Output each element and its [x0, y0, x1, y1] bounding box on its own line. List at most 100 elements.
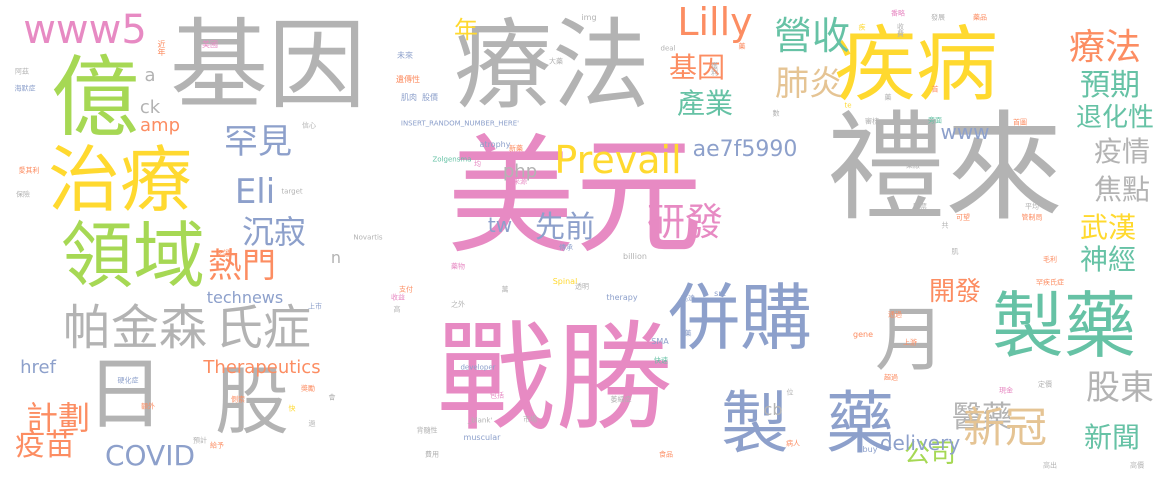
word-112: 藥物 — [451, 262, 465, 271]
word-129: 高達 — [681, 294, 695, 303]
word-48: technews — [206, 288, 284, 307]
word-117: 市場 — [523, 415, 537, 424]
word-6: 億 — [50, 46, 140, 149]
word-100: 股票 — [913, 202, 927, 211]
word-119: 病人 — [786, 439, 800, 448]
word-50: delivery — [879, 431, 961, 455]
word-54: tw — [487, 213, 513, 237]
word-97: 來源 — [513, 177, 527, 186]
word-45: 疫苗 — [15, 428, 75, 463]
word-3: 基因 — [169, 9, 367, 123]
word-139: 首 — [931, 85, 939, 94]
word-59: a — [144, 65, 156, 86]
word-151: 萬 — [501, 285, 509, 294]
word-134: 現金 — [999, 386, 1013, 395]
word-10: 股 — [215, 359, 289, 445]
word-76: SMA — [651, 337, 669, 346]
word-137: 透明 — [575, 282, 589, 291]
word-121: 費用 — [425, 450, 439, 459]
word-104: 藥廠 — [906, 161, 920, 170]
word-78: gene — [853, 330, 873, 339]
word-40: 醫藥 — [952, 400, 1012, 435]
word-15: 月 — [875, 299, 945, 381]
word-56: n — [330, 248, 342, 267]
word-122: 獎勵 — [301, 384, 315, 393]
word-16: 帕金森 — [62, 300, 208, 356]
word-35: 焦點 — [1093, 173, 1151, 206]
word-14: 藥 — [825, 385, 895, 464]
word-1: 禮來 — [826, 99, 1064, 237]
word-7: 治療 — [47, 138, 193, 222]
word-29: 肺炎 — [775, 64, 843, 104]
word-108: 罕疾氏症 — [1036, 278, 1064, 287]
word-123: 硬化症 — [117, 376, 139, 385]
word-11: 併購 — [667, 276, 813, 360]
word-64: 未來 — [397, 51, 413, 60]
word-107: 毛利 — [1043, 255, 1057, 264]
word-30: 基因 — [668, 51, 726, 84]
word-43: 公司 — [903, 439, 957, 469]
word-25: 熱門 — [208, 246, 276, 286]
word-9: 日 — [85, 350, 165, 440]
word-19: Lilly — [677, 0, 753, 44]
word-136: 額外 — [141, 402, 155, 411]
word-92: 阿茲 — [15, 67, 29, 76]
word-111: 超過 — [884, 373, 898, 382]
word-27: 研發 — [646, 200, 724, 244]
word-127: 萎縮症 — [610, 395, 632, 404]
word-81: _blank' — [467, 416, 493, 425]
word-87: 藥品 — [973, 13, 987, 22]
word-102: 首圖 — [1013, 118, 1027, 127]
word-68: INSERT_RANDOM_NUMBER_HERE' — [400, 119, 520, 128]
word-143: 共 — [941, 221, 949, 230]
word-5: 疾病 — [833, 18, 999, 113]
word-83: deal — [660, 44, 676, 53]
word-120: 食品 — [659, 450, 673, 459]
word-84: 收費 — [896, 23, 905, 37]
word-95: 平均 — [473, 153, 482, 167]
word-148: 會 — [328, 393, 336, 402]
word-105: 可望 — [956, 213, 970, 222]
word-115: 支付 — [399, 285, 413, 294]
word-146: 高 — [393, 305, 401, 314]
word-101: 審核 — [865, 117, 879, 126]
word-37: 神經 — [1079, 243, 1137, 276]
word-52: www — [940, 120, 990, 144]
word-98: 愛其利 — [18, 166, 40, 175]
word-80: muscular — [463, 433, 501, 442]
word-82: buy — [862, 445, 878, 454]
word-142: 肌 — [951, 247, 959, 256]
word-17: 氏症 — [214, 300, 312, 356]
word-99: 保險 — [16, 190, 30, 199]
word-124: 側索 — [231, 395, 245, 404]
word-24: 罕見 — [224, 122, 292, 162]
word-133: 定價 — [1038, 380, 1052, 389]
word-46: COVID — [104, 439, 196, 472]
word-130: 認證 — [216, 249, 230, 258]
word-69: atrophy — [479, 140, 511, 149]
word-131: 高價 — [1130, 461, 1144, 470]
word-145: 藥 — [884, 93, 892, 102]
word-71: target — [281, 187, 303, 196]
word-31: 產業 — [676, 87, 734, 120]
word-26: 沉寂 — [241, 213, 307, 251]
word-33: 退化性 — [1075, 103, 1155, 133]
word-93: 海默症 — [14, 84, 36, 93]
word-141: 傳承 — [559, 243, 573, 252]
word-66: 肌肉 — [401, 93, 417, 102]
word-114: 收益 — [391, 293, 405, 302]
word-128: 快速 — [654, 356, 668, 365]
word-39: 股東 — [1086, 368, 1154, 408]
word-61: img — [581, 13, 597, 22]
word-144: 位 — [786, 388, 794, 397]
word-85: 番略 — [891, 9, 905, 18]
word-21: 療法 — [1068, 27, 1142, 68]
word-23: Eli — [234, 172, 276, 212]
word-125: 預計 — [193, 436, 207, 445]
word-58: amp — [140, 115, 180, 136]
word-62: 近年 — [157, 40, 166, 56]
word-79: developer — [460, 363, 496, 372]
word-55: cb — [763, 400, 783, 419]
word-36: 武漢 — [1079, 211, 1137, 244]
